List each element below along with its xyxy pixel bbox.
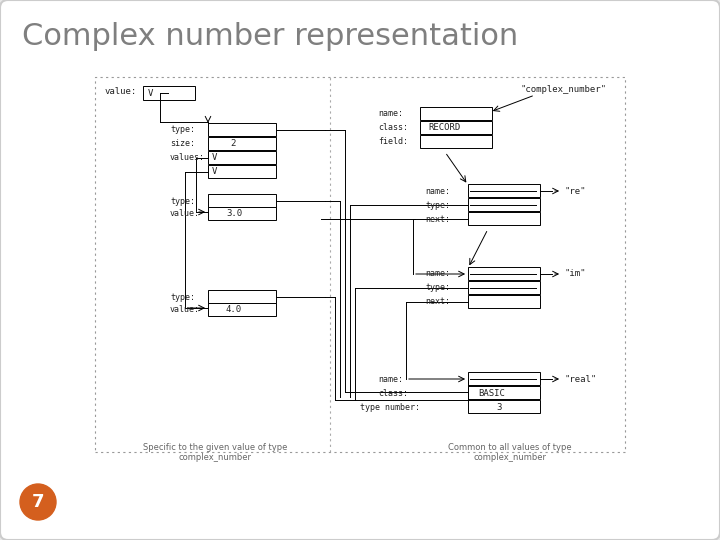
Text: size:: size: (170, 139, 195, 148)
FancyBboxPatch shape (420, 107, 492, 120)
Text: name:: name: (425, 269, 450, 279)
FancyBboxPatch shape (208, 207, 276, 220)
Text: 2: 2 (230, 139, 235, 148)
Text: V: V (212, 167, 217, 177)
FancyBboxPatch shape (468, 198, 540, 211)
Text: type:: type: (170, 197, 195, 206)
FancyBboxPatch shape (143, 86, 195, 100)
FancyBboxPatch shape (468, 184, 540, 197)
Text: value:: value: (170, 210, 200, 219)
Text: type number:: type number: (360, 402, 420, 411)
Text: type:: type: (170, 125, 195, 134)
Text: Common to all values of type
complex_number: Common to all values of type complex_num… (448, 443, 572, 462)
FancyBboxPatch shape (468, 281, 540, 294)
FancyBboxPatch shape (208, 151, 276, 164)
FancyBboxPatch shape (208, 290, 276, 303)
FancyBboxPatch shape (208, 165, 276, 178)
FancyBboxPatch shape (468, 400, 540, 413)
FancyBboxPatch shape (420, 121, 492, 134)
FancyBboxPatch shape (208, 194, 276, 207)
Text: Complex number representation: Complex number representation (22, 22, 518, 51)
FancyBboxPatch shape (208, 137, 276, 150)
Text: field:: field: (378, 138, 408, 146)
Text: 3.0: 3.0 (226, 210, 242, 219)
Text: V: V (148, 89, 153, 98)
Text: type:: type: (170, 293, 195, 301)
Text: next:: next: (425, 298, 450, 307)
Text: values:: values: (170, 153, 205, 163)
FancyBboxPatch shape (208, 123, 276, 136)
Text: next:: next: (425, 214, 450, 224)
Text: value:: value: (105, 87, 138, 97)
Text: 3: 3 (496, 402, 501, 411)
Text: V: V (212, 153, 217, 163)
FancyBboxPatch shape (468, 212, 540, 225)
Text: RECORD: RECORD (428, 124, 460, 132)
Text: name:: name: (425, 186, 450, 195)
Text: value:: value: (170, 306, 200, 314)
FancyBboxPatch shape (420, 135, 492, 148)
FancyBboxPatch shape (468, 372, 540, 385)
Text: "im": "im" (564, 269, 585, 279)
Text: "re": "re" (564, 186, 585, 195)
FancyBboxPatch shape (208, 303, 276, 316)
Text: 7: 7 (32, 493, 44, 511)
FancyBboxPatch shape (468, 386, 540, 399)
Text: type:: type: (425, 200, 450, 210)
Text: BASIC: BASIC (478, 388, 505, 397)
Circle shape (20, 484, 56, 520)
FancyBboxPatch shape (468, 267, 540, 280)
Text: class:: class: (378, 388, 408, 397)
Text: class:: class: (378, 124, 408, 132)
Text: type:: type: (425, 284, 450, 293)
Text: "complex_number": "complex_number" (520, 85, 606, 94)
Text: "real": "real" (564, 375, 596, 383)
Text: 4.0: 4.0 (226, 306, 242, 314)
Text: name:: name: (378, 110, 403, 118)
FancyBboxPatch shape (468, 295, 540, 308)
Text: name:: name: (378, 375, 403, 383)
Text: Specific to the given value of type
complex_number: Specific to the given value of type comp… (143, 443, 287, 462)
